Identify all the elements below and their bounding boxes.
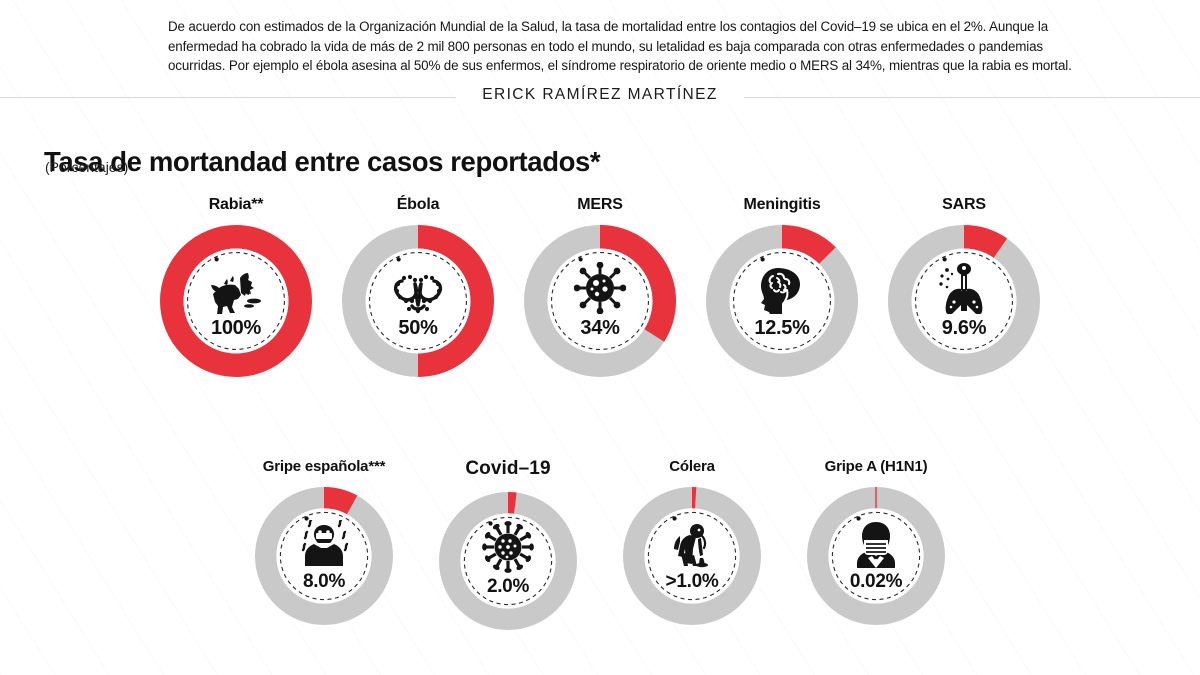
donut-label: Meningitis bbox=[743, 196, 821, 213]
intro-paragraph: De acuerdo con estimados de la Organizac… bbox=[168, 19, 1072, 74]
donut-label: Cólera bbox=[669, 458, 715, 475]
donut-chart-c-lera: Cólera >1.0% bbox=[623, 458, 761, 630]
donut-chart-gripe-a-h1n1: Gripe A (H1N1) 0.02% bbox=[807, 458, 945, 630]
page-subtitle: (Porcentajes) bbox=[45, 159, 129, 175]
donut-ring: >1.0% bbox=[623, 487, 761, 625]
donut-ring: 8.0% bbox=[255, 487, 393, 625]
donut-label: Gripe A (H1N1) bbox=[824, 458, 928, 475]
donut-ring: 2.0% bbox=[439, 492, 577, 630]
donut-ring: 12.5% bbox=[706, 225, 858, 377]
donut-chart-meningitis: Meningitis 12.5% bbox=[706, 196, 858, 377]
donut-row-1: Rabia** 100% Ébola 50% MERS 34% Meningitis … bbox=[0, 196, 1200, 377]
donut-label: Rabia** bbox=[208, 196, 264, 213]
donut-chart-sars: SARS 9.6% bbox=[888, 196, 1040, 377]
donut-label: Ébola bbox=[396, 196, 440, 213]
donut-chart-mers: MERS 34% bbox=[524, 196, 676, 377]
donut-ring: 50% bbox=[342, 225, 494, 377]
donut-label: MERS bbox=[577, 196, 623, 213]
donut-ring: 0.02% bbox=[807, 487, 945, 625]
page-title: Tasa de mortandad entre casos reportados… bbox=[44, 146, 601, 178]
donut-label: Gripe española*** bbox=[262, 458, 386, 475]
donut-chart-gripe-espa-ola: Gripe española*** 8.0% bbox=[255, 458, 393, 630]
donut-label: Covid–19 bbox=[465, 458, 551, 479]
donut-ring: 34% bbox=[524, 225, 676, 377]
donut-row-2: Gripe española*** 8.0% Covid–19 2.0% Cóler… bbox=[0, 458, 1200, 630]
donut-label: SARS bbox=[942, 196, 986, 213]
donut-chart-rabia: Rabia** 100% bbox=[160, 196, 312, 377]
byline-container: ERICK RAMÍREZ MARTÍNEZ bbox=[0, 86, 1200, 104]
donut-chart-covid-19: Covid–19 2.0% bbox=[439, 458, 577, 630]
author-byline: ERICK RAMÍREZ MARTÍNEZ bbox=[456, 86, 744, 104]
donut-ring: 9.6% bbox=[888, 225, 1040, 377]
donut-ring: 100% bbox=[160, 225, 312, 377]
donut-chart--bola: Ébola 50% bbox=[342, 196, 494, 377]
